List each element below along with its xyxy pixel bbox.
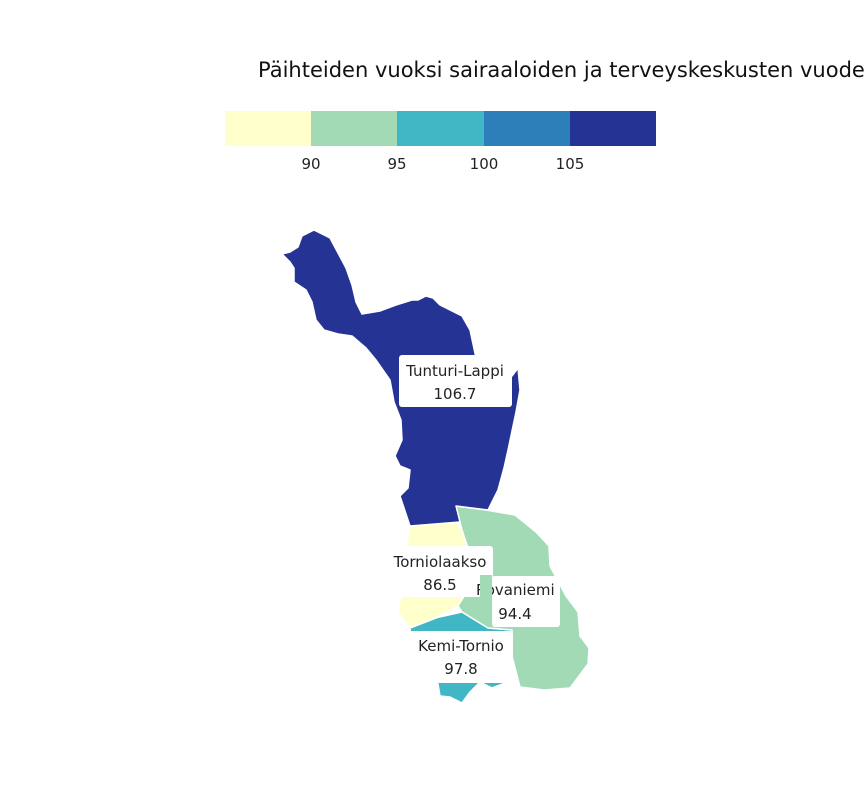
legend-tick-label: 90: [301, 155, 320, 173]
map-label-box: [399, 355, 512, 407]
legend-swatch-3: [397, 111, 484, 146]
legend: 90 95 100 105: [225, 111, 656, 173]
label-overlap-mask: [480, 575, 492, 607]
legend-swatch-5: [570, 111, 656, 146]
map-label-name: Tunturi-Lappi: [405, 362, 504, 380]
map-label-name: Torniolaakso: [393, 553, 487, 571]
legend-swatch-1: [225, 111, 311, 146]
legend-tick-label: 100: [470, 155, 499, 173]
map-label-kemi-tornio: Kemi-Tornio 97.8: [409, 631, 513, 683]
map-label-value: 86.5: [423, 576, 456, 594]
map-label-box: [386, 546, 493, 597]
map-label-tunturi-lappi: Tunturi-Lappi 106.7: [399, 355, 512, 407]
map-label-name: Kemi-Tornio: [418, 637, 504, 655]
map-title: Päihteiden vuoksi sairaaloiden ja tervey…: [258, 58, 864, 82]
map-label-name: Rovaniemi: [476, 581, 555, 599]
legend-tick-label: 105: [556, 155, 585, 173]
map-label-torniolaakso: Torniolaakso 86.5: [386, 546, 493, 597]
map-label-value: 94.4: [498, 605, 531, 623]
map-label-box: [409, 631, 513, 683]
map-label-rovaniemi: Rovaniemi 94.4: [476, 576, 560, 627]
map-label-box: [492, 576, 560, 627]
legend-tick-label: 95: [387, 155, 406, 173]
legend-swatch-2: [311, 111, 397, 146]
legend-swatch-4: [484, 111, 570, 146]
map-label-value: 97.8: [444, 660, 477, 678]
map-label-value: 106.7: [434, 385, 477, 403]
map-labels: Tunturi-Lappi 106.7 Torniolaakso 86.5 Ro…: [386, 355, 560, 683]
